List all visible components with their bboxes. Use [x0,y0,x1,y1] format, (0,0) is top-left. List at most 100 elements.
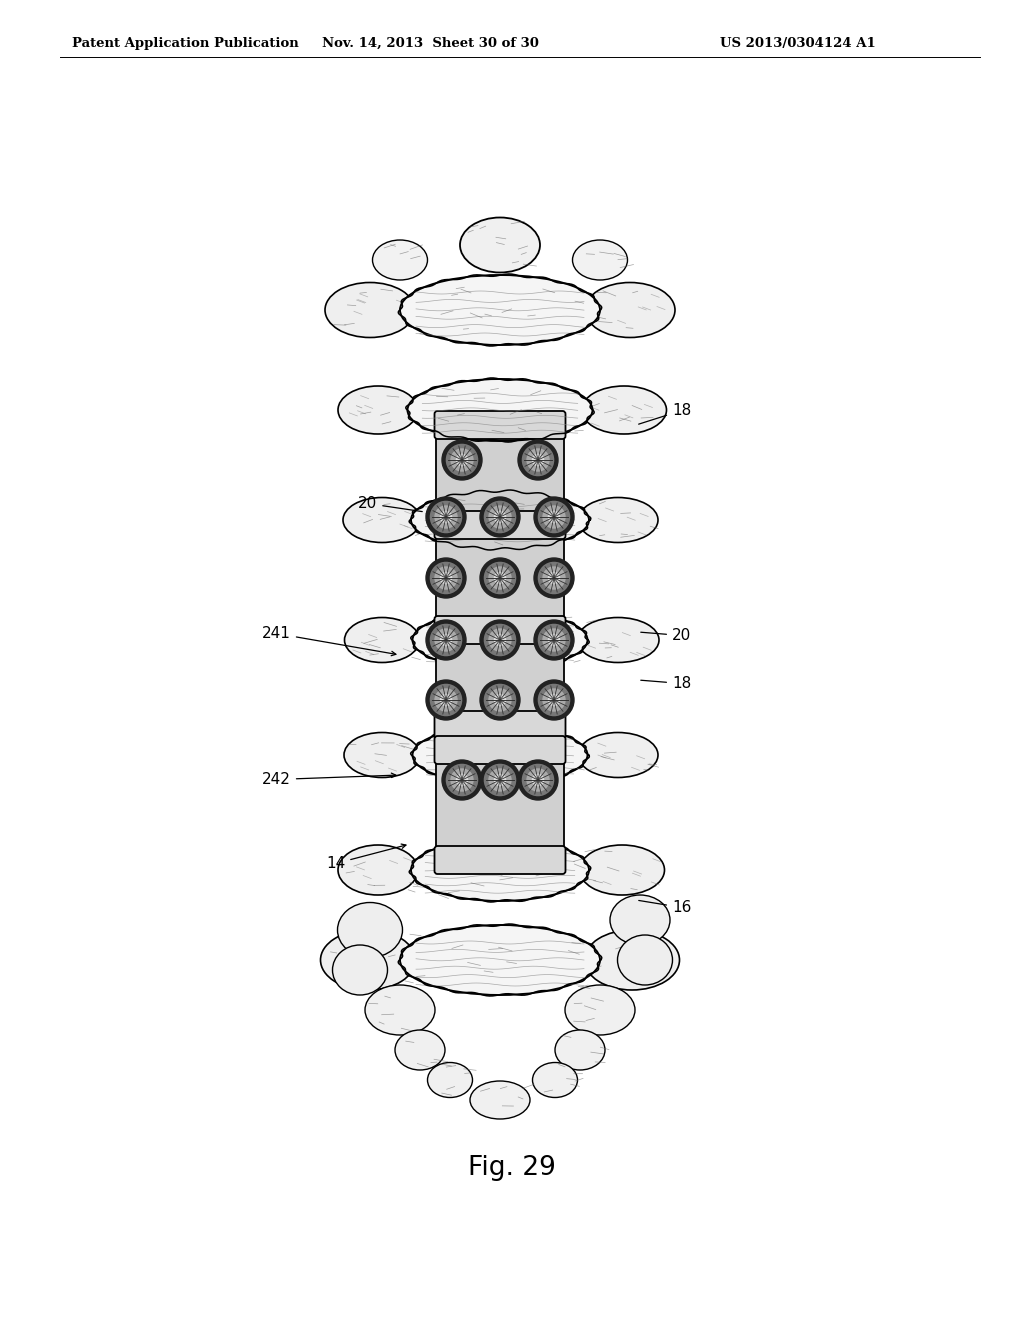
Circle shape [489,689,511,711]
Circle shape [539,684,569,715]
Circle shape [480,760,520,800]
Circle shape [549,573,559,583]
Ellipse shape [427,1063,472,1097]
Ellipse shape [578,498,658,543]
Circle shape [430,502,462,532]
Ellipse shape [333,945,387,995]
FancyBboxPatch shape [434,846,565,874]
Circle shape [489,568,511,589]
Circle shape [435,689,457,711]
Circle shape [522,764,554,796]
Circle shape [442,440,482,480]
Ellipse shape [365,985,435,1035]
Text: 18: 18 [641,676,691,690]
Circle shape [495,775,506,785]
Ellipse shape [413,611,588,669]
Circle shape [495,511,506,523]
Circle shape [527,449,549,471]
Circle shape [539,502,569,532]
Circle shape [442,760,482,800]
Circle shape [543,568,565,589]
FancyBboxPatch shape [434,737,565,764]
Ellipse shape [588,294,633,325]
Circle shape [435,568,457,589]
Circle shape [484,684,516,715]
Circle shape [489,506,511,528]
Circle shape [539,624,569,656]
Ellipse shape [580,845,665,895]
Ellipse shape [325,282,415,338]
Ellipse shape [373,240,427,280]
Ellipse shape [610,895,670,945]
Circle shape [527,770,549,791]
FancyBboxPatch shape [436,746,564,869]
Text: 14: 14 [326,843,406,871]
Ellipse shape [338,903,402,957]
Text: US 2013/0304124 A1: US 2013/0304124 A1 [720,37,876,50]
Circle shape [534,498,574,537]
Circle shape [426,680,466,719]
Circle shape [430,562,462,594]
Text: 18: 18 [639,403,691,424]
Circle shape [534,620,574,660]
FancyBboxPatch shape [436,426,564,734]
Ellipse shape [400,275,600,345]
Circle shape [532,454,544,466]
Circle shape [484,562,516,594]
Circle shape [532,775,544,785]
Ellipse shape [565,985,635,1035]
Circle shape [446,764,477,796]
Ellipse shape [572,240,628,280]
Circle shape [518,760,558,800]
Circle shape [440,694,452,706]
Circle shape [518,440,558,480]
Ellipse shape [470,1081,530,1119]
Circle shape [457,775,468,785]
Circle shape [435,630,457,651]
Ellipse shape [585,282,675,338]
Circle shape [440,573,452,583]
Ellipse shape [395,1030,445,1071]
Ellipse shape [408,379,593,441]
Text: 20: 20 [358,496,422,512]
Text: 241: 241 [262,626,396,656]
Circle shape [484,624,516,656]
Circle shape [543,506,565,528]
Ellipse shape [343,498,421,543]
Ellipse shape [585,931,680,990]
FancyBboxPatch shape [434,411,565,440]
Circle shape [534,558,574,598]
Ellipse shape [411,840,589,902]
Circle shape [451,449,473,471]
Circle shape [430,624,462,656]
Ellipse shape [400,925,600,995]
Circle shape [489,630,511,651]
Circle shape [457,454,468,466]
Circle shape [446,445,477,475]
Text: 16: 16 [639,900,691,915]
Ellipse shape [344,618,420,663]
Ellipse shape [411,491,589,549]
Circle shape [426,498,466,537]
Ellipse shape [532,1063,578,1097]
Ellipse shape [344,733,420,777]
Circle shape [484,764,516,796]
Circle shape [480,558,520,598]
Circle shape [451,770,473,791]
Circle shape [539,562,569,594]
Circle shape [495,635,506,645]
Circle shape [522,445,554,475]
Circle shape [480,620,520,660]
Circle shape [426,620,466,660]
Circle shape [495,694,506,706]
Circle shape [426,558,466,598]
Ellipse shape [582,385,667,434]
Circle shape [495,573,506,583]
Circle shape [549,511,559,523]
Circle shape [480,498,520,537]
Circle shape [480,680,520,719]
Text: Fig. 29: Fig. 29 [468,1155,556,1181]
Circle shape [435,506,457,528]
Circle shape [430,684,462,715]
Circle shape [549,635,559,645]
